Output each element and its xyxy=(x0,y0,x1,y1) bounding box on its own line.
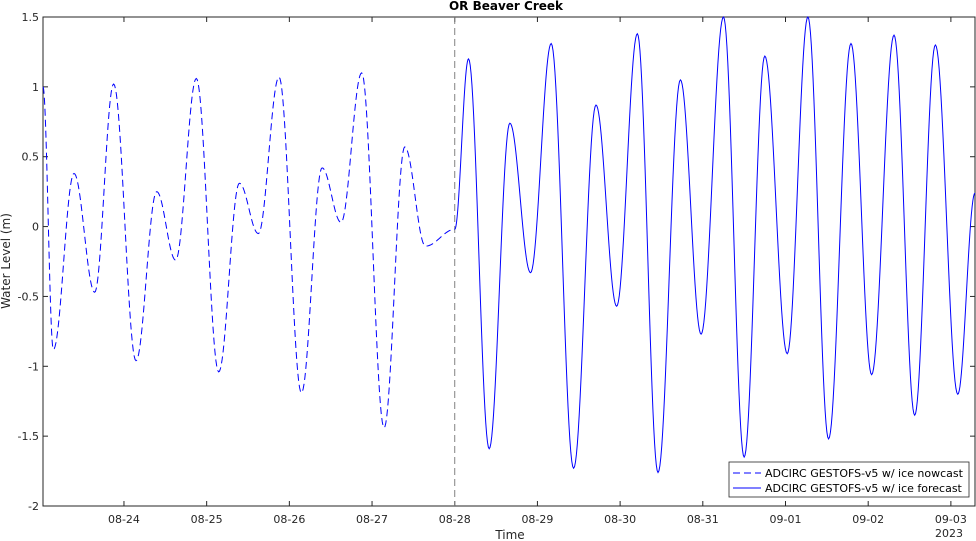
x-tick-label: 09-03 xyxy=(935,513,967,526)
legend-label-forecast: ADCIRC GESTOFS-v5 w/ ice forecast xyxy=(765,482,963,495)
x-tick-label: 09-01 xyxy=(770,513,802,526)
y-tick-label: 0.5 xyxy=(22,151,40,164)
y-tick-label: -1 xyxy=(28,360,39,373)
x-tick-label: 08-24 xyxy=(108,513,140,526)
y-tick-label: -0.5 xyxy=(18,290,39,303)
y-tick-label: 1.5 xyxy=(22,11,40,24)
series-layer xyxy=(42,15,976,474)
y-tick-label: 0 xyxy=(32,221,39,234)
series-line-forecast xyxy=(454,15,976,474)
x-tick-label: 08-26 xyxy=(273,513,305,526)
chart-title: OR Beaver Creek xyxy=(449,0,564,13)
x-tick-label: 08-29 xyxy=(521,513,553,526)
y-tick-label: 1 xyxy=(32,81,39,94)
plot-area-frame xyxy=(42,16,976,507)
x-tick-label: 08-27 xyxy=(356,513,388,526)
x-tick-label: 08-30 xyxy=(604,513,636,526)
series-line-nowcast xyxy=(42,72,455,429)
y-tick-label: -2 xyxy=(28,500,39,513)
y-axis: 1.5 1 0.5 0 -0.5 -1 -1.5 -2 xyxy=(18,11,975,513)
x-tick-label: 08-31 xyxy=(687,513,719,526)
legend: ADCIRC GESTOFS-v5 w/ ice nowcast ADCIRC … xyxy=(728,461,970,498)
legend-label-nowcast: ADCIRC GESTOFS-v5 w/ ice nowcast xyxy=(765,467,964,480)
x-axis-title: Time xyxy=(494,528,524,541)
x-axis-year-label: 2023 xyxy=(935,527,963,540)
x-tick-label: 08-28 xyxy=(439,513,471,526)
legend-box xyxy=(728,461,970,498)
y-tick-label: -1.5 xyxy=(18,430,39,443)
x-axis: 08-24 08-25 08-26 08-27 08-28 08-29 08-30 08-31… xyxy=(108,17,967,526)
x-tick-label: 08-25 xyxy=(191,513,223,526)
x-tick-label: 09-02 xyxy=(852,513,884,526)
y-axis-title: Water Level (m) xyxy=(0,213,13,309)
